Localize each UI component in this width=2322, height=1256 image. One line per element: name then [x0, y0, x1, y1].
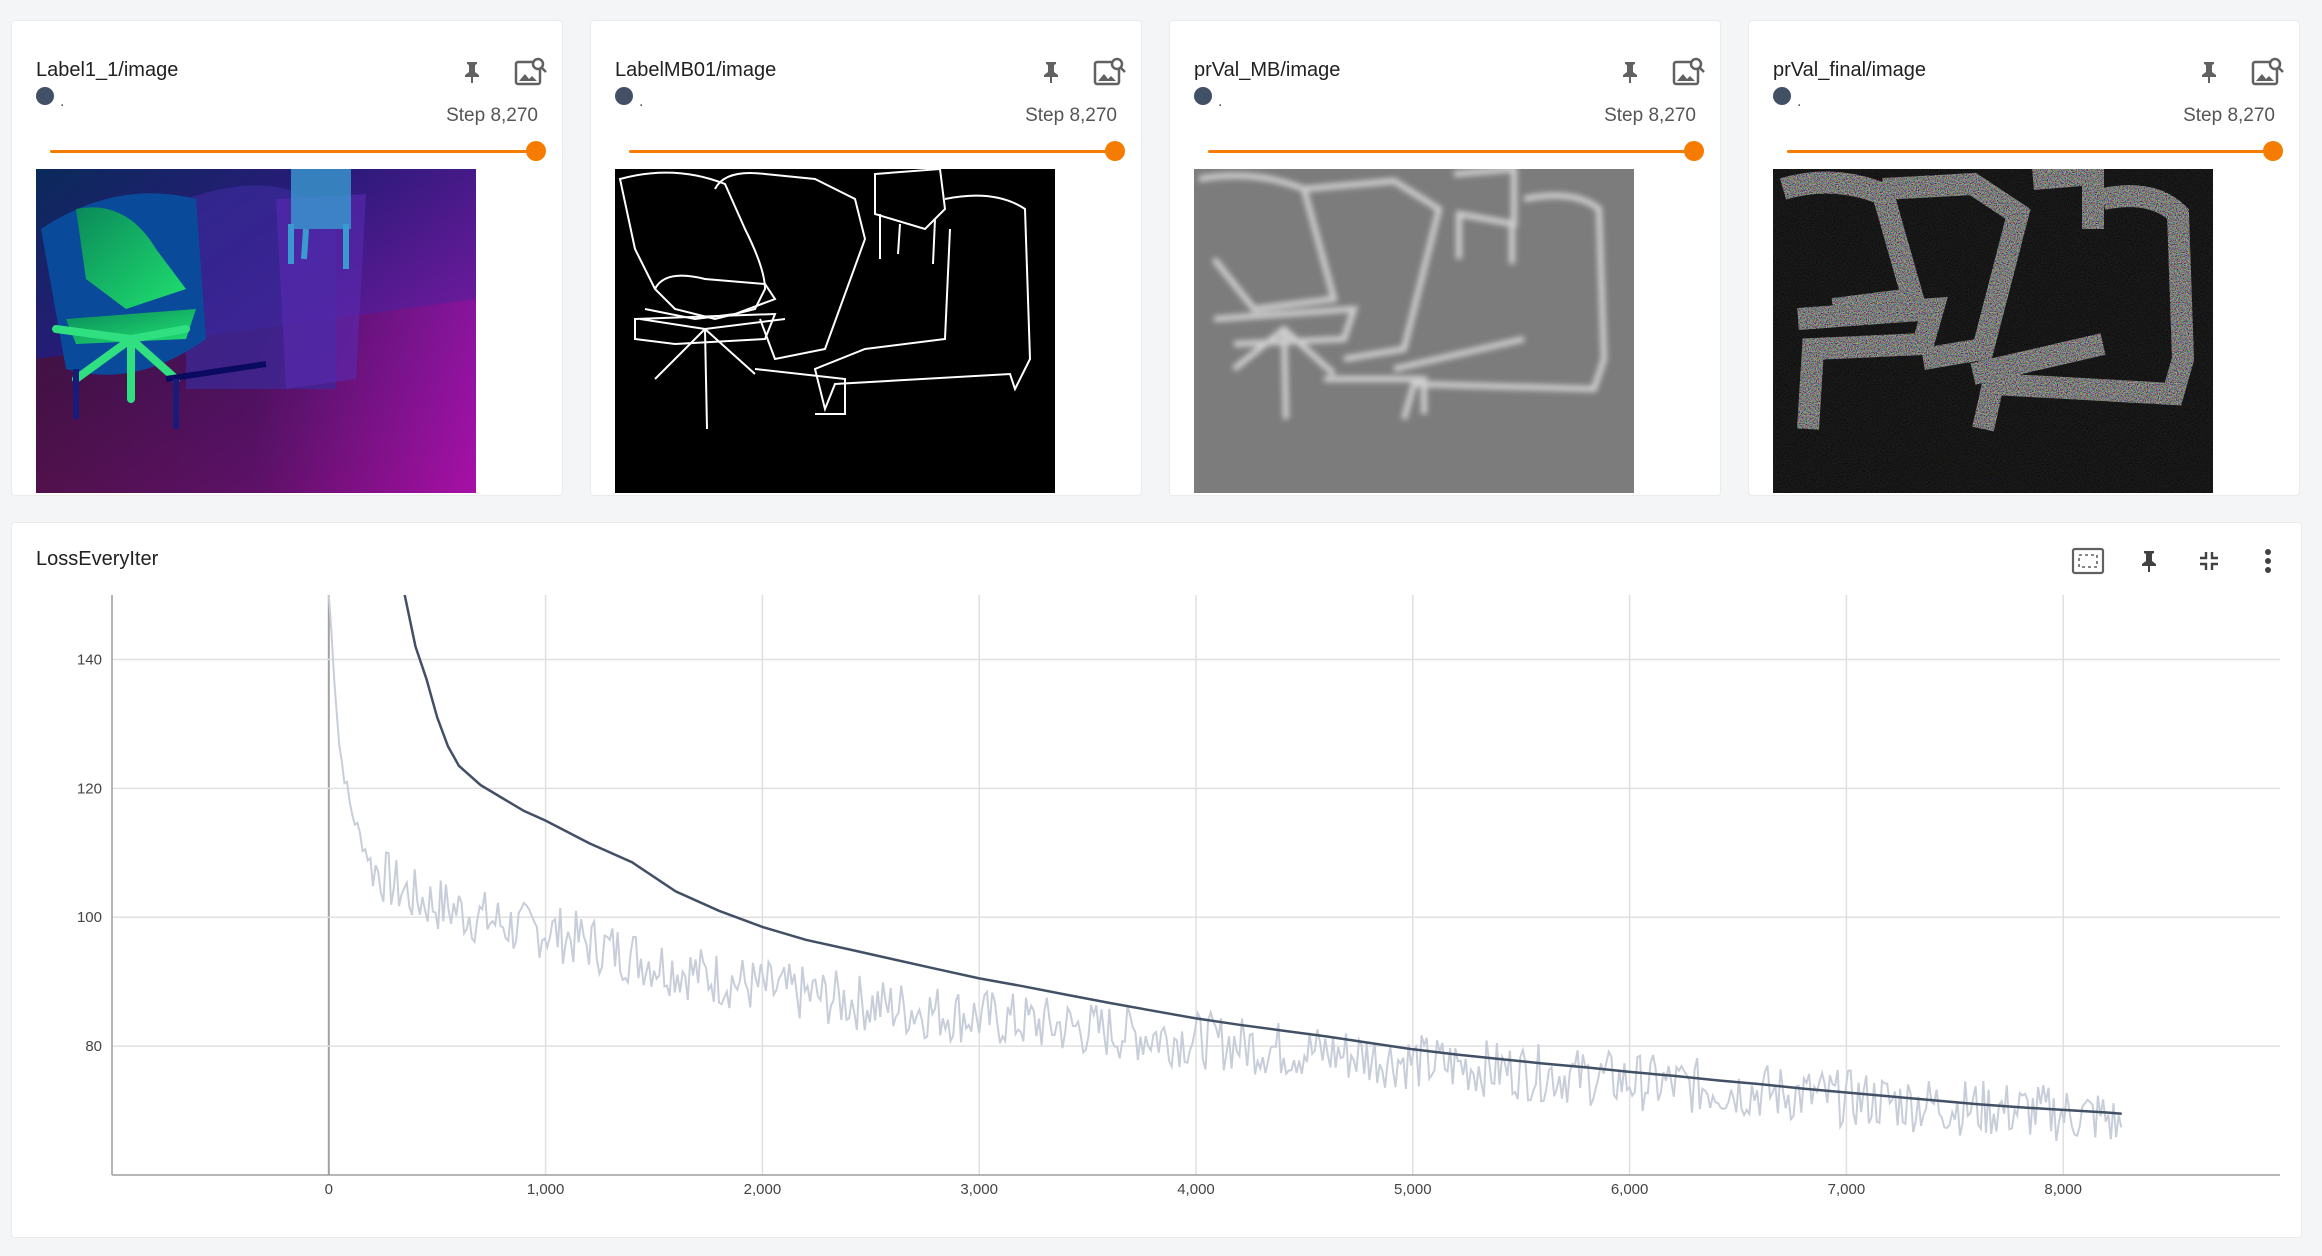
pin-icon[interactable] [2194, 57, 2224, 87]
prediction-final-image [1773, 169, 2213, 493]
x-tick-label: 4,000 [1177, 1181, 1215, 1198]
run-label: . [1218, 93, 1223, 110]
run-color-dot [1773, 87, 1791, 105]
loss-chart[interactable]: 0 1,000 2,000 3,000 4,000 5,000 6,000 7,000 8,00… [12, 523, 2303, 1239]
run-label: . [639, 93, 644, 110]
step-slider-thumb[interactable] [2263, 141, 2283, 161]
y-tick-label: 120 [77, 780, 102, 797]
more-vert-icon[interactable] [2248, 541, 2288, 581]
run-color-dot [36, 87, 54, 105]
step-slider[interactable] [629, 141, 1125, 161]
collapse-icon[interactable] [2189, 541, 2229, 581]
raw-loss-line [327, 595, 2123, 1141]
run-color-dot [615, 87, 633, 105]
card-title: prVal_final/image [1773, 59, 1927, 81]
y-tick-label: 140 [77, 651, 102, 668]
image-search-icon[interactable] [1093, 55, 1127, 89]
x-tick-label: 5,000 [1394, 1181, 1432, 1198]
step-slider[interactable] [1208, 141, 1704, 161]
run-label: . [60, 93, 65, 110]
x-tick-label: 1,000 [527, 1181, 565, 1198]
pin-icon[interactable] [1036, 57, 1066, 87]
prediction-mb-image [1194, 169, 1634, 493]
pin-icon[interactable] [2129, 541, 2169, 581]
x-tick-label: 8,000 [2044, 1181, 2082, 1198]
depth-label-image [36, 169, 476, 493]
x-tick-label: 2,000 [744, 1181, 782, 1198]
step-label: Step 8,270 [446, 105, 538, 126]
smoothed-loss-line [403, 595, 2122, 1116]
run-label: . [1797, 93, 1802, 110]
fit-domain-icon[interactable] [2068, 541, 2108, 581]
step-label: Step 8,270 [1604, 105, 1696, 126]
run-color-dot [1194, 87, 1212, 105]
step-label: Step 8,270 [1025, 105, 1117, 126]
x-tick-label: 0 [325, 1181, 333, 1198]
step-label: Step 8,270 [2183, 105, 2275, 126]
step-slider[interactable] [1787, 141, 2283, 161]
image-card-labelmb01: LabelMB01/image . Step 8,270 [590, 20, 1142, 496]
image-card-label1: Label1_1/image . Step 8,270 [11, 20, 563, 496]
pin-icon[interactable] [1615, 57, 1645, 87]
step-slider-thumb[interactable] [1684, 141, 1704, 161]
card-title: prVal_MB/image [1194, 59, 1341, 81]
pin-icon[interactable] [457, 57, 487, 87]
x-tick-label: 6,000 [1611, 1181, 1649, 1198]
card-title: Label1_1/image [36, 59, 179, 81]
x-tick-label: 7,000 [1828, 1181, 1866, 1198]
image-search-icon[interactable] [514, 55, 548, 89]
chart-title: LossEveryIter [36, 548, 159, 570]
image-card-prval-mb: prVal_MB/image . Step 8,270 [1169, 20, 1721, 496]
step-slider-thumb[interactable] [526, 141, 546, 161]
image-search-icon[interactable] [2251, 55, 2285, 89]
image-search-icon[interactable] [1672, 55, 1706, 89]
y-tick-label: 80 [85, 1038, 102, 1055]
y-tick-label: 100 [77, 909, 102, 926]
image-card-prval-final: prVal_final/image . Step 8,270 [1748, 20, 2300, 496]
scalar-chart-card: LossEveryIter 0 1,000 2,000 3,000 4,000 5,000… [11, 522, 2302, 1238]
x-tick-label: 3,000 [960, 1181, 998, 1198]
step-slider[interactable] [50, 141, 546, 161]
edge-label-image [615, 169, 1055, 493]
step-slider-thumb[interactable] [1105, 141, 1125, 161]
card-title: LabelMB01/image [615, 59, 777, 81]
